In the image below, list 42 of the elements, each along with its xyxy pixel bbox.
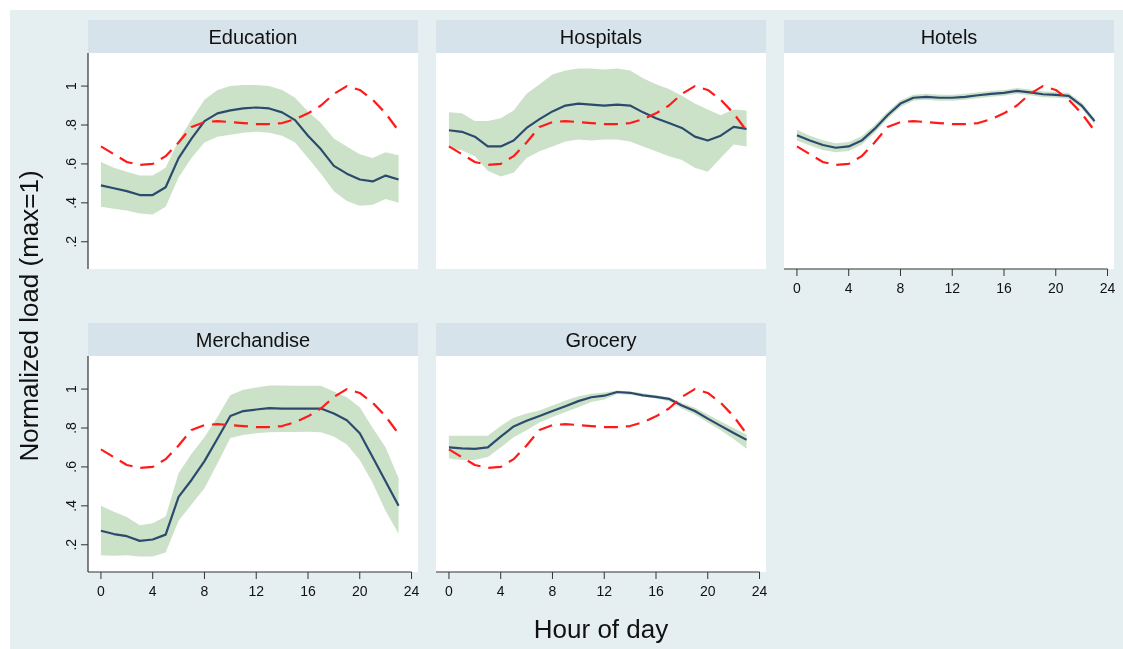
x-tick-label: 12	[248, 583, 265, 599]
x-tick-label: 4	[148, 583, 157, 599]
line-series	[99, 387, 400, 469]
x-tick-label: 24	[751, 583, 768, 599]
x-tick-label: 20	[351, 583, 368, 599]
y-tick-label: .2	[63, 538, 79, 551]
chart-title: Merchandise	[195, 328, 311, 351]
x-axis-title: Hour of day	[533, 614, 669, 644]
x-tick-label: 12	[596, 583, 613, 599]
x-tick-label: 20	[699, 583, 716, 599]
x-tick-label: 8	[896, 280, 905, 296]
y-tick-label: .4	[63, 499, 79, 512]
x-tick-label: 0	[97, 583, 106, 599]
chart-title: Hotels	[920, 25, 978, 48]
x-tick-label: 16	[300, 583, 316, 599]
y-tick-label: .8	[63, 118, 79, 131]
x-tick-label: 0	[445, 583, 454, 599]
y-tick-label: .6	[63, 157, 79, 170]
x-tick-label: 16	[996, 280, 1012, 296]
y-tick-label: .8	[63, 421, 79, 434]
chart-title: Education	[208, 25, 298, 48]
x-tick-label: 0	[793, 280, 802, 296]
x-tick-label: 4	[844, 280, 853, 296]
x-tick-label: 4	[496, 583, 505, 599]
y-tick-label: .6	[63, 460, 79, 473]
y-tick-label: .4	[63, 196, 79, 209]
x-tick-label: 24	[1099, 280, 1116, 296]
x-tick-label: 12	[944, 280, 961, 296]
y-tick-label: 1	[63, 81, 79, 90]
y-tick-label: 1	[63, 384, 79, 393]
x-tick-label: 16	[648, 583, 664, 599]
chart-title: Grocery	[565, 328, 637, 351]
line-series	[99, 84, 400, 166]
x-tick-label: 8	[548, 583, 557, 599]
line-series	[99, 106, 400, 197]
chart-title: Hospitals	[559, 25, 643, 48]
x-tick-label: 24	[403, 583, 420, 599]
y-axis-title: Normalized load (max=1)	[14, 170, 44, 462]
line-series	[99, 407, 400, 542]
x-tick-label: 20	[1047, 280, 1064, 296]
y-tick-label: .2	[63, 235, 79, 248]
x-tick-label: 8	[200, 583, 209, 599]
